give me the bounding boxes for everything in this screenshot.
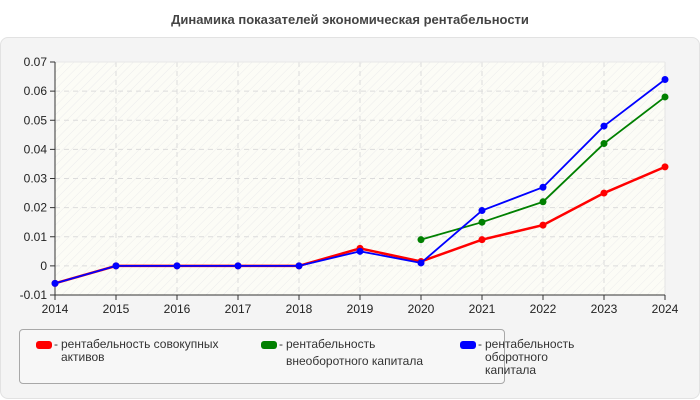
legend-item-total-assets: - рентабельность совокупных активов — [36, 338, 219, 364]
data-point — [51, 279, 59, 287]
y-tick-label: 0.06 — [24, 84, 48, 98]
legend-swatch-green-icon — [261, 341, 277, 349]
y-tick-label: 0.03 — [24, 172, 48, 186]
legend-item-noncurrent-capital: - рентабельность внеоборотного капитала — [261, 338, 423, 368]
y-tick-label: 0.05 — [24, 113, 48, 127]
legend-label: рентабельность оборотного — [485, 337, 575, 364]
legend-swatch-red-icon — [36, 341, 52, 349]
y-tick-label: 0.07 — [24, 55, 48, 69]
data-point — [539, 183, 547, 191]
legend-label-cont: внеоборотного капитала — [286, 354, 423, 368]
gridlines — [55, 61, 666, 295]
legend-label-cont: активов — [61, 350, 105, 364]
x-tick-label: 2022 — [530, 302, 557, 316]
data-point — [234, 262, 242, 270]
x-tick-label: 2016 — [164, 302, 191, 316]
legend-label: рентабельность совокупных — [61, 337, 219, 351]
data-point — [600, 140, 608, 148]
x-tick-label: 2014 — [42, 302, 69, 316]
data-point — [539, 221, 547, 229]
data-point — [478, 236, 486, 244]
x-tick-label: 2024 — [652, 302, 679, 316]
x-tick-label: 2020 — [408, 302, 435, 316]
data-point — [539, 198, 547, 206]
data-point — [600, 189, 608, 197]
legend-item-working-capital: - рентабельность оборотного капитала — [460, 338, 574, 377]
data-point — [417, 259, 425, 267]
data-point — [417, 236, 425, 244]
data-point — [295, 262, 303, 270]
y-tick-label: 0 — [40, 259, 47, 273]
legend-label: рентабельность — [286, 337, 376, 351]
data-point — [478, 218, 486, 226]
data-point — [356, 247, 364, 255]
data-point — [661, 163, 669, 171]
data-point — [478, 207, 486, 215]
x-tick-label: 2017 — [225, 302, 252, 316]
x-tick-label: 2021 — [469, 302, 496, 316]
legend-swatch-blue-icon — [460, 341, 476, 349]
data-point — [661, 75, 669, 83]
data-point — [661, 93, 669, 101]
x-tick-label: 2018 — [286, 302, 313, 316]
data-point — [173, 262, 181, 270]
data-point — [112, 262, 120, 270]
legend-label-cont: капитала — [485, 363, 537, 377]
x-tick-label: 2019 — [347, 302, 374, 316]
data-point — [600, 122, 608, 130]
y-tick-label: -0.01 — [20, 288, 48, 302]
chart-title: Динамика показателей экономическая рента… — [171, 12, 529, 27]
legend: - рентабельность совокупных активов - ре… — [19, 329, 574, 384]
y-tick-label: 0.01 — [24, 230, 48, 244]
x-tick-label: 2023 — [591, 302, 618, 316]
series-lines — [51, 75, 669, 287]
x-tick-label: 2015 — [103, 302, 130, 316]
y-tick-label: 0.04 — [24, 142, 48, 156]
y-tick-label: 0.02 — [24, 201, 48, 215]
